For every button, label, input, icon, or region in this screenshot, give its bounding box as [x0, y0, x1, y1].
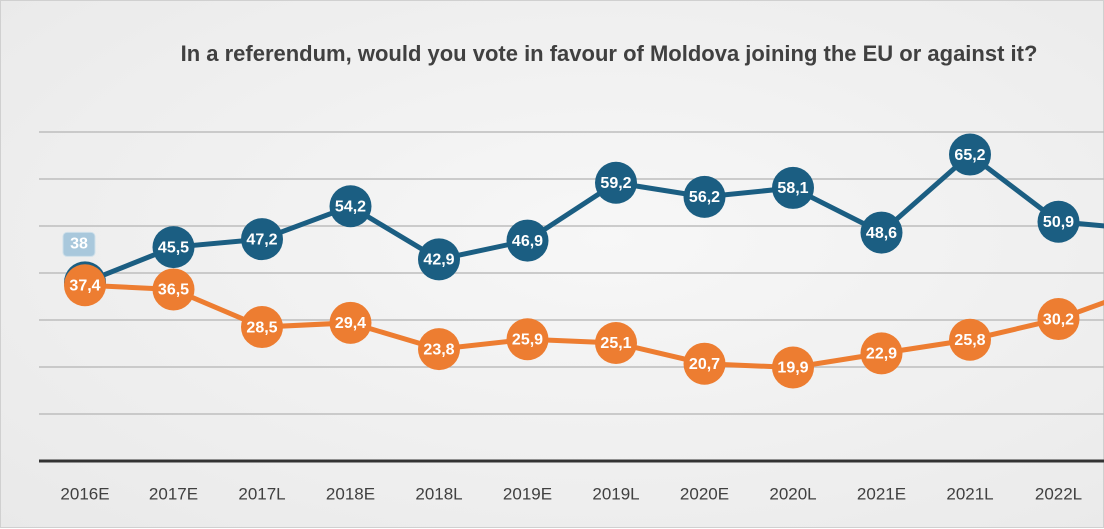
marker — [152, 268, 195, 311]
x-tick-label: 2018L — [415, 484, 462, 503]
data-label: 23,8 — [423, 341, 454, 358]
data-label: 25,9 — [512, 331, 543, 348]
marker — [418, 328, 460, 371]
x-tick-label: 2022L — [1035, 484, 1082, 503]
marker — [152, 226, 195, 269]
data-label: 28,5 — [246, 319, 277, 336]
data-label: 58,1 — [777, 180, 808, 197]
x-tick-label: 2021E — [857, 484, 906, 503]
marker — [860, 332, 903, 375]
data-label: 22,9 — [866, 346, 897, 363]
data-label: 50,9 — [1043, 214, 1074, 231]
marker — [683, 342, 726, 385]
x-tick-label: 2020L — [769, 484, 816, 503]
marker — [241, 218, 283, 261]
marker — [772, 166, 814, 209]
data-label: 46,9 — [512, 233, 543, 250]
marker — [949, 318, 991, 361]
x-tick-label: 2017E — [149, 484, 198, 503]
series-line — [84, 151, 1104, 285]
data-label: 29,4 — [335, 315, 366, 332]
marker — [683, 175, 726, 218]
marker — [772, 346, 814, 389]
data-label: 25,1 — [600, 335, 631, 352]
x-tick-label: 2019E — [503, 484, 552, 503]
data-label: 38 — [70, 236, 88, 253]
data-label: 54,2 — [335, 198, 366, 215]
x-tick-label: 2019L — [592, 484, 639, 503]
data-label: 56,2 — [689, 189, 720, 206]
marker — [595, 322, 637, 365]
data-label: 47,2 — [246, 231, 277, 248]
data-label: 25,8 — [954, 332, 985, 349]
marker — [418, 238, 460, 281]
data-label: 42,9 — [423, 252, 454, 269]
marker — [241, 306, 283, 349]
data-label: 19,9 — [777, 360, 808, 377]
data-label: 36,5 — [158, 282, 189, 299]
marker — [329, 301, 372, 344]
marker — [506, 219, 549, 262]
data-label: 48,6 — [866, 225, 897, 242]
marker — [949, 133, 991, 176]
data-label: 37,4 — [69, 277, 100, 294]
x-tick-label: 2018E — [326, 484, 375, 503]
x-tick-label: 2021L — [946, 484, 993, 503]
chart-title: In a referendum, would you vote in favou… — [180, 41, 1038, 66]
marker — [1037, 298, 1080, 341]
series-line — [84, 282, 1104, 370]
marker — [860, 211, 903, 254]
data-label: 65,2 — [954, 147, 985, 164]
data-label: 45,5 — [158, 239, 189, 256]
marker — [595, 161, 637, 204]
data-label: 59,2 — [600, 175, 631, 192]
data-label: 30,2 — [1043, 311, 1074, 328]
x-tick-label: 2017L — [238, 484, 285, 503]
marker — [329, 185, 372, 228]
x-tick-label: 2020E — [680, 484, 729, 503]
data-label: 20,7 — [689, 356, 720, 373]
marker — [1037, 200, 1080, 243]
marker — [64, 264, 106, 307]
x-tick-label: 2016E — [60, 484, 109, 503]
marker — [506, 318, 549, 361]
label-box — [62, 231, 96, 257]
